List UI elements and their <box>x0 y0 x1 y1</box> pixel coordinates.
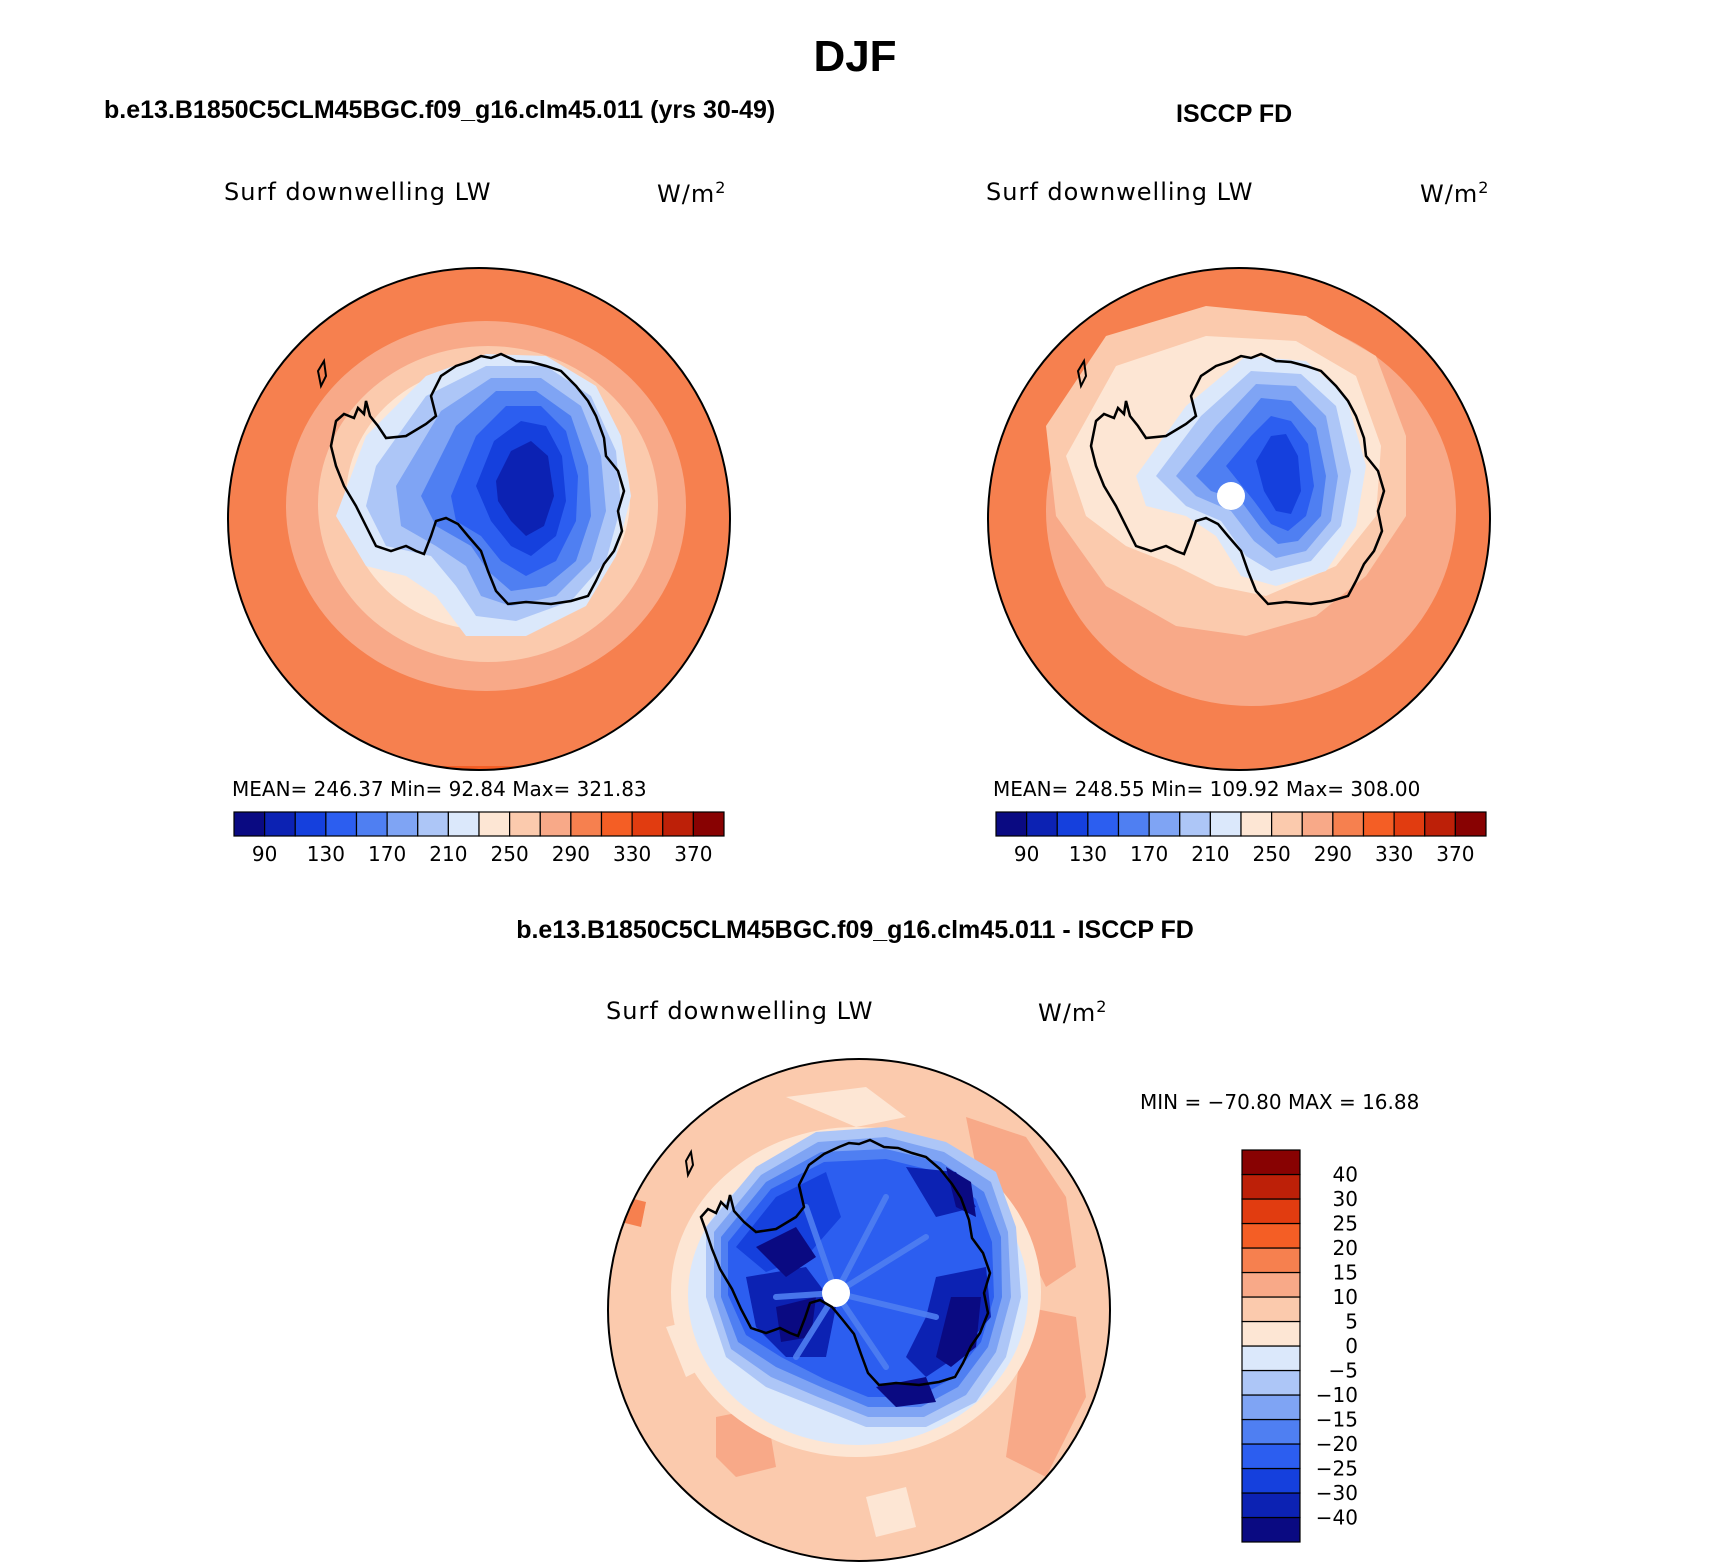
model-colorbar-box <box>417 811 449 837</box>
diff-colorbar-box <box>1241 1516 1301 1543</box>
obs-colorbar-tick: 330 <box>1375 842 1413 866</box>
model-colorbar: 90 130 170 210 250 290 330 370 <box>233 811 725 866</box>
obs-colorbar-tick: 250 <box>1253 842 1291 866</box>
diff-colorbar-tick: −5 <box>1329 1359 1358 1383</box>
diff-colorbar-box <box>1241 1296 1301 1323</box>
diff-colorbar-tick: −30 <box>1316 1481 1358 1505</box>
diff-colorbar-tick: 40 <box>1333 1163 1358 1187</box>
diff-colorbar-tick: −15 <box>1316 1408 1358 1432</box>
model-colorbar-box <box>509 811 541 837</box>
model-colorbar-tick: 130 <box>307 842 345 866</box>
model-colorbar-tick: 250 <box>491 842 529 866</box>
model-colorbar-tick: 170 <box>368 842 406 866</box>
model-colorbar-tick: 210 <box>429 842 467 866</box>
obs-colorbar-box <box>1301 811 1334 837</box>
model-colorbar-box <box>692 811 725 837</box>
obs-colorbar-box <box>1240 811 1273 837</box>
obs-colorbar-box <box>1087 811 1120 837</box>
obs-colorbar-box <box>1117 811 1150 837</box>
model-colorbar-box <box>631 811 664 837</box>
model-colorbar-box <box>355 811 388 837</box>
model-colorbar-box <box>539 811 572 837</box>
diff-colorbar-tick: 15 <box>1333 1261 1358 1285</box>
obs-colorbar-tick: 170 <box>1130 842 1168 866</box>
diff-colorbar-tick: 0 <box>1345 1334 1358 1358</box>
diff-units-label: W/m2 <box>1038 997 1108 1027</box>
model-subtitle: b.e13.B1850C5CLM45BGC.f09_g16.clm45.011 … <box>104 96 776 124</box>
diff-polar-map <box>607 1058 1111 1562</box>
diff-colorbar-box <box>1241 1369 1301 1396</box>
model-colorbar-box <box>447 811 480 837</box>
model-colorbar-box <box>662 811 694 837</box>
model-colorbar-box <box>325 811 358 837</box>
diff-colorbar-tick: 30 <box>1333 1187 1358 1211</box>
obs-colorbar-tick: 210 <box>1191 842 1229 866</box>
obs-colorbar-box <box>1056 811 1089 837</box>
obs-colorbar-box <box>1362 811 1395 837</box>
obs-colorbar-tick: 130 <box>1069 842 1107 866</box>
model-colorbar-box <box>600 811 633 837</box>
obs-colorbar-box <box>995 811 1028 837</box>
diff-colorbar-tick: 20 <box>1333 1236 1358 1260</box>
obs-colorbar-box <box>1209 811 1242 837</box>
diff-colorbar-tick: 25 <box>1333 1212 1358 1236</box>
diff-colorbar-tick: −25 <box>1316 1457 1358 1481</box>
diff-colorbar-box <box>1241 1418 1301 1445</box>
obs-colorbar-box <box>1454 811 1487 837</box>
model-colorbar-tick: 330 <box>613 842 651 866</box>
obs-variable-label: Surf downwelling LW <box>986 178 1254 206</box>
diff-colorbar-box <box>1241 1222 1301 1249</box>
diff-colorbar-tick: 5 <box>1345 1310 1358 1334</box>
obs-colorbar-box <box>1148 811 1181 837</box>
model-units-label: W/m2 <box>657 178 727 208</box>
diff-colorbar-box <box>1241 1394 1301 1421</box>
model-colorbar-tick: 370 <box>674 842 712 866</box>
obs-colorbar-box <box>1393 811 1426 837</box>
diff-variable-label: Surf downwelling LW <box>606 997 874 1025</box>
model-colorbar-box <box>294 811 327 837</box>
diff-colorbar-box <box>1241 1443 1301 1470</box>
diff-colorbar-tick: 10 <box>1333 1285 1358 1309</box>
diff-colorbar-tick: −40 <box>1316 1506 1358 1530</box>
diff-colorbar-tick: −20 <box>1316 1432 1358 1456</box>
diff-colorbar-box <box>1241 1492 1301 1519</box>
obs-colorbar-tick: 290 <box>1314 842 1352 866</box>
model-colorbar-tick: 290 <box>552 842 590 866</box>
diff-colorbar-box <box>1241 1345 1301 1372</box>
model-colorbar-box <box>478 811 511 837</box>
model-colorbar-box <box>264 811 296 837</box>
diff-colorbar-box <box>1241 1467 1301 1494</box>
diff-colorbar-box <box>1241 1198 1301 1225</box>
diff-stats: MIN = −70.80 MAX = 16.88 <box>1140 1090 1420 1114</box>
diff-colorbar-box <box>1241 1271 1301 1298</box>
obs-polar-map <box>987 267 1491 771</box>
diff-colorbar-box <box>1241 1320 1301 1347</box>
diff-colorbar-box <box>1241 1247 1301 1274</box>
obs-units-label: W/m2 <box>1420 178 1490 208</box>
obs-subtitle: ISCCP FD <box>1176 100 1293 128</box>
obs-colorbar-box <box>1332 811 1365 837</box>
diff-colorbar-box <box>1241 1173 1301 1200</box>
model-colorbar-box <box>570 811 603 837</box>
model-variable-label: Surf downwelling LW <box>224 178 492 206</box>
obs-colorbar-box <box>1424 811 1456 837</box>
diff-colorbar-box <box>1241 1149 1301 1176</box>
obs-colorbar-tick: 90 <box>1014 842 1039 866</box>
page-title: DJF <box>813 32 897 81</box>
model-stats: MEAN= 246.37 Min= 92.84 Max= 321.83 <box>232 777 647 801</box>
obs-colorbar-box <box>1271 811 1303 837</box>
obs-stats: MEAN= 248.55 Min= 109.92 Max= 308.00 <box>993 777 1421 801</box>
diff-colorbar-tick: −10 <box>1316 1383 1358 1407</box>
diff-subtitle: b.e13.B1850C5CLM45BGC.f09_g16.clm45.011 … <box>516 916 1194 944</box>
obs-colorbar-box <box>1026 811 1058 837</box>
model-polar-map <box>227 267 731 771</box>
obs-colorbar-box <box>1179 811 1211 837</box>
model-colorbar-box <box>386 811 419 837</box>
obs-colorbar-tick: 370 <box>1436 842 1474 866</box>
model-colorbar-box <box>233 811 266 837</box>
obs-colorbar: 90 130 170 210 250 290 330 370 <box>995 811 1487 866</box>
model-colorbar-tick: 90 <box>252 842 277 866</box>
